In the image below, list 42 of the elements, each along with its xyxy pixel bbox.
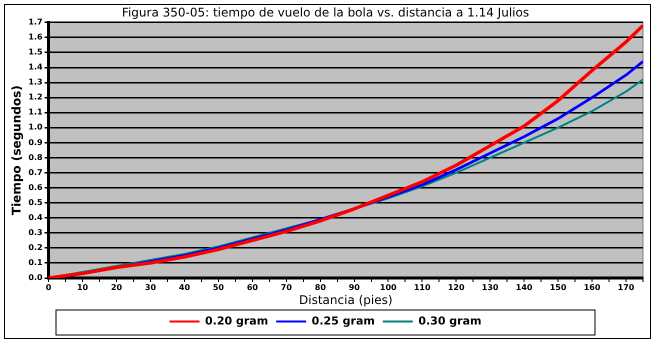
x-tick-label: 170 [618,282,635,292]
x-tick-label: 40 [178,282,190,292]
y-tick-label: 1.3 [28,78,43,87]
y-tick-label: 1.6 [28,32,44,42]
legend-label: 0.25 gram [312,314,375,328]
y-tick-label: 0.5 [28,198,44,207]
y-tick-label: 0.9 [28,138,44,147]
y-tick-label: 1.0 [28,122,44,132]
x-tick-label: 160 [584,282,601,292]
x-tick-label: 130 [482,282,499,292]
y-tick-label: 0.4 [28,212,44,222]
y-tick-label: 1.4 [28,62,44,72]
x-tick-label: 70 [280,282,292,292]
y-tick-label: 1.5 [28,48,44,57]
legend-label: 0.20 gram [205,314,268,328]
x-tick-label: 10 [76,282,89,292]
y-tick-label: 1.2 [28,92,43,102]
y-tick-label: 0.8 [28,152,44,162]
y-tick-label: 0.6 [28,182,44,192]
y-tick-label: 0.0 [28,273,44,282]
x-tick-label: 60 [246,282,258,292]
x-tick-label: 20 [110,282,123,292]
x-tick-label: 30 [144,282,156,292]
y-tick-label: 1.7 [28,17,43,26]
x-tick-label: 100 [380,282,398,292]
x-tick-label: 90 [348,282,360,292]
y-tick-label: 0.3 [28,228,43,237]
x-tick-label: 80 [314,282,326,292]
chart-title: Figura 350-05: tiempo de vuelo de la bola vs. distancia a 1.14 Julios [122,5,530,20]
y-tick-label: 0.2 [28,243,43,252]
y-axis-title: Tiempo (segundos) [9,85,24,216]
legend-label: 0.30 gram [418,314,482,328]
x-tick-label: 0 [46,282,52,292]
y-tick-label: 1.1 [28,108,44,117]
y-tick-label: 0.7 [28,168,43,177]
x-tick-label: 140 [516,282,533,292]
x-tick-label: 120 [448,282,465,292]
y-tick-label: 0.1 [28,258,44,268]
x-tick-label: 110 [414,282,431,292]
x-tick-label: 50 [212,282,224,292]
x-tick-label: 150 [550,282,567,292]
x-axis-title: Distancia (pies) [299,292,393,307]
